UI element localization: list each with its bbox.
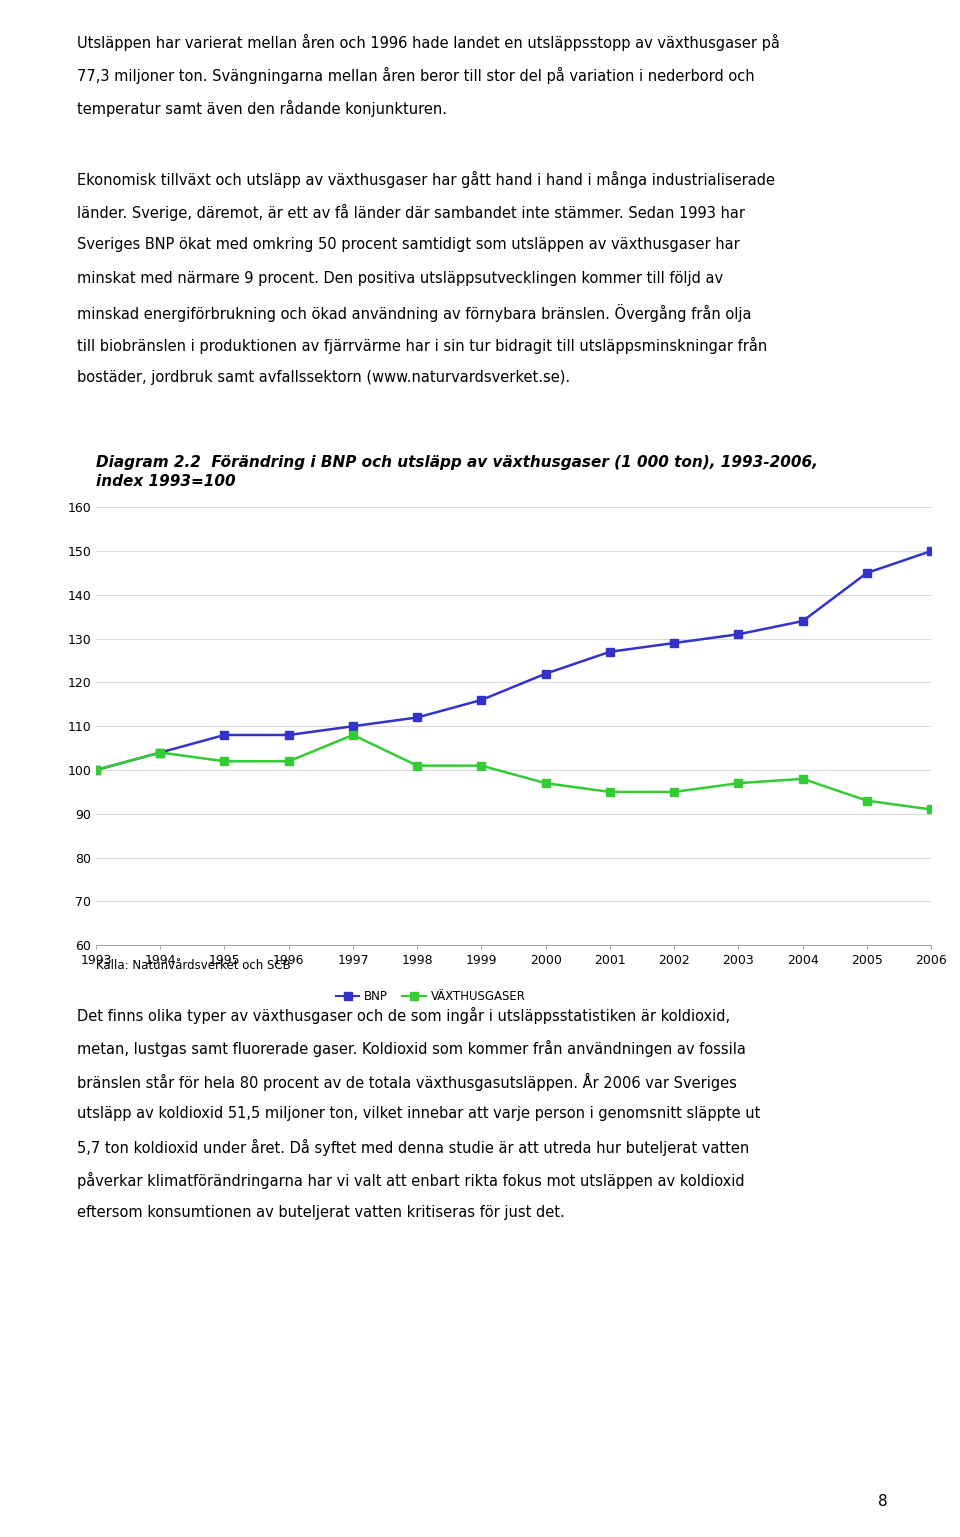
Text: länder. Sverige, däremot, är ett av få länder där sambandet inte stämmer. Sedan : länder. Sverige, däremot, är ett av få l…: [77, 204, 745, 221]
Text: 5,7 ton koldioxid under året. Då syftet med denna studie är att utreda hur butel: 5,7 ton koldioxid under året. Då syftet …: [77, 1139, 749, 1156]
Text: påverkar klimatförändringarna har vi valt att enbart rikta fokus mot utsläppen a: påverkar klimatförändringarna har vi val…: [77, 1171, 744, 1190]
Text: bostäder, jordbruk samt avfallssektorn (www.naturvardsverket.se).: bostäder, jordbruk samt avfallssektorn (…: [77, 369, 570, 384]
Text: metan, lustgas samt fluorerade gaser. Koldioxid som kommer från användningen av : metan, lustgas samt fluorerade gaser. Ko…: [77, 1041, 746, 1057]
Text: eftersom konsumtionen av buteljerat vatten kritiseras för just det.: eftersom konsumtionen av buteljerat vatt…: [77, 1205, 564, 1220]
Text: Källa: Natunvårdsverket och SCB: Källa: Natunvårdsverket och SCB: [96, 959, 291, 971]
Text: Ekonomisk tillväxt och utsläpp av växthusgaser har gått hand i hand i många indu: Ekonomisk tillväxt och utsläpp av växthu…: [77, 172, 775, 189]
Text: minskat med närmare 9 procent. Den positiva utsläppsutvecklingen kommer till föl: minskat med närmare 9 procent. Den posit…: [77, 271, 723, 286]
Text: 77,3 miljoner ton. Svängningarna mellan åren beror till stor del på variation i : 77,3 miljoner ton. Svängningarna mellan …: [77, 66, 755, 85]
Text: index 1993=100: index 1993=100: [96, 473, 235, 489]
Text: minskad energiförbrukning och ökad användning av förnybara bränslen. Övergång fr: minskad energiförbrukning och ökad använ…: [77, 304, 752, 321]
Text: bränslen står för hela 80 procent av de totala växthusgasutsläppen. År 2006 var : bränslen står för hela 80 procent av de …: [77, 1073, 736, 1091]
Text: Sveriges BNP ökat med omkring 50 procent samtidigt som utsläppen av växthusgaser: Sveriges BNP ökat med omkring 50 procent…: [77, 238, 739, 252]
Legend: BNP, VÄXTHUSGASER: BNP, VÄXTHUSGASER: [336, 990, 525, 1002]
Text: temperatur samt även den rådande konjunkturen.: temperatur samt även den rådande konjunk…: [77, 100, 446, 117]
Text: 8: 8: [878, 1494, 888, 1509]
Text: Diagram 2.2  Förändring i BNP och utsläpp av växthusgaser (1 000 ton), 1993-2006: Diagram 2.2 Förändring i BNP och utsläpp…: [96, 455, 818, 470]
Text: till biobränslen i produktionen av fjärrvärme har i sin tur bidragit till utsläp: till biobränslen i produktionen av fjärr…: [77, 337, 767, 354]
Text: utsläpp av koldioxid 51,5 miljoner ton, vilket innebar att varje person i genoms: utsläpp av koldioxid 51,5 miljoner ton, …: [77, 1107, 760, 1120]
Text: Det finns olika typer av växthusgaser och de som ingår i utsläppsstatistiken är : Det finns olika typer av växthusgaser oc…: [77, 1007, 730, 1024]
Text: Utsläppen har varierat mellan åren och 1996 hade landet en utsläppsstopp av växt: Utsläppen har varierat mellan åren och 1…: [77, 34, 780, 51]
